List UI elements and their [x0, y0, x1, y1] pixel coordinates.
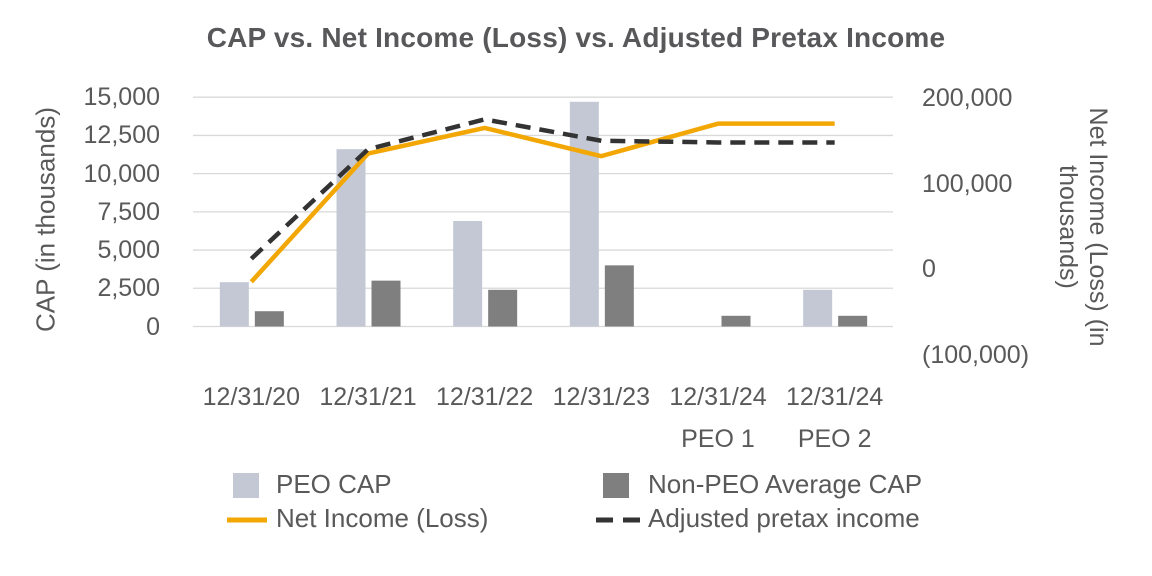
- bar-non-peo-average-cap: [488, 289, 518, 327]
- left-axis-tick: 5,000: [97, 236, 160, 265]
- legend-label-net-income-loss: Net Income (Loss): [276, 503, 489, 533]
- right-axis-tick: 0: [922, 255, 936, 283]
- right-axis-tick: (100,000): [922, 340, 1030, 369]
- bar-peo-cap: [336, 149, 366, 327]
- left-axis-tick: 0: [146, 312, 160, 341]
- legend-swatch-non-peo-cap-icon: [603, 473, 629, 498]
- left-axis-title: CAP (in thousands): [30, 107, 61, 332]
- chart-title: CAP vs. Net Income (Loss) vs. Adjusted P…: [206, 22, 946, 53]
- x-axis-category-label: 12/31/24 PEO 1: [669, 383, 767, 453]
- legend-label-adjusted-pretax-income: Adjusted pretax income: [648, 503, 920, 533]
- x-axis-category-label: 12/31/21: [319, 383, 417, 411]
- x-axis-category-label: 12/31/24 PEO 2: [785, 383, 884, 453]
- bar-peo-cap: [219, 282, 249, 327]
- right-axis-title: Net Income (Loss) (in thousands): [1054, 107, 1112, 347]
- bar-peo-cap: [453, 221, 483, 327]
- bar-peo-cap: [803, 289, 833, 327]
- bar-non-peo-average-cap: [721, 315, 751, 327]
- line-net-income-loss: [249, 121, 835, 284]
- legend-label-peo-cap: PEO CAP: [276, 469, 392, 499]
- x-axis-category-label: 12/31/20: [202, 383, 300, 411]
- legend-swatch-peo-cap-icon: [233, 473, 259, 498]
- right-axis-tick: 200,000: [922, 84, 1013, 112]
- legend-label-non-peo-average-cap: Non-PEO Average CAP: [648, 469, 923, 499]
- left-axis-tick: 15,000: [83, 83, 160, 112]
- legend-swatch-adjusted-pretax-line-icon: [596, 517, 642, 523]
- bar-non-peo-average-cap: [838, 315, 868, 327]
- x-axis-category-label: 12/31/22: [435, 383, 534, 411]
- x-axis-category-label: 12/31/23: [552, 383, 650, 411]
- right-axis-tick: 100,000: [922, 169, 1013, 198]
- bar-non-peo-average-cap: [371, 280, 401, 327]
- left-axis-tick: 10,000: [83, 159, 160, 188]
- line-adjusted-pretax-income: [249, 117, 835, 261]
- bar-non-peo-average-cap: [604, 265, 634, 327]
- legend-swatch-net-income-line-icon: [227, 517, 267, 523]
- left-axis-tick: 12,500: [83, 121, 160, 150]
- bar-non-peo-average-cap: [254, 311, 284, 327]
- left-axis-tick: 2,500: [97, 274, 160, 303]
- left-axis-tick: 7,500: [97, 197, 160, 226]
